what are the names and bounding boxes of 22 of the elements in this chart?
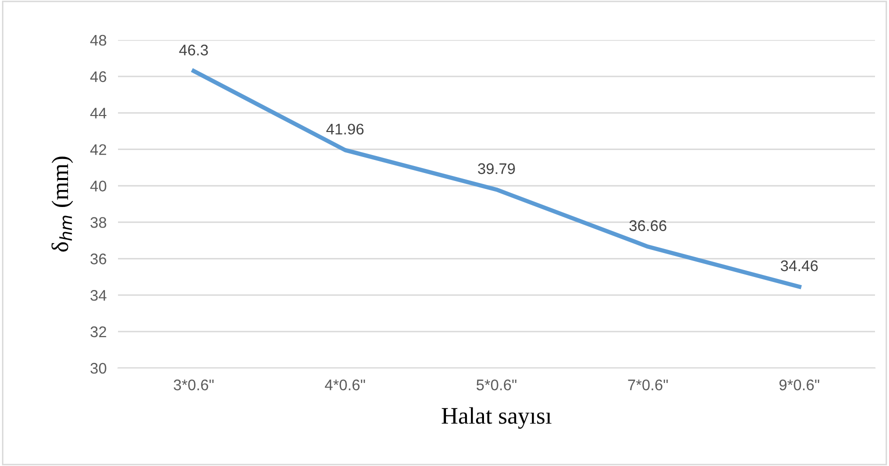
x-axis-title: Halat sayısı xyxy=(442,407,552,429)
y-tick-label: 36 xyxy=(90,254,106,264)
data-label: 39.79 xyxy=(478,163,515,174)
y-tick-label: 32 xyxy=(90,326,106,338)
data-label: 41.96 xyxy=(326,124,364,135)
y-tick-label: 48 xyxy=(90,34,106,46)
y-tick-label: 46 xyxy=(90,71,106,82)
y-tick-label: 42 xyxy=(90,144,106,155)
y-axis-title: δ$_{hm}$ (mm) xyxy=(52,156,74,252)
y-tick-label: 34 xyxy=(90,290,106,301)
x-tick-label: 5*0.6" xyxy=(476,380,516,390)
y-tick-label: 40 xyxy=(90,180,106,192)
x-tick-label: 4*0.6" xyxy=(324,380,366,390)
x-tick-label: 9*0.6" xyxy=(779,380,820,390)
x-tick-label: 3*0.6" xyxy=(174,380,214,390)
data-label: 34.46 xyxy=(780,260,818,272)
x-tick-label: 7*0.6" xyxy=(628,380,668,390)
y-tick-label: 30 xyxy=(90,362,106,374)
data-label: 46.3 xyxy=(179,44,208,56)
y-tick-label: 44 xyxy=(90,108,106,118)
y-tick-label: 38 xyxy=(90,217,106,228)
data-label: 36.66 xyxy=(629,220,666,232)
